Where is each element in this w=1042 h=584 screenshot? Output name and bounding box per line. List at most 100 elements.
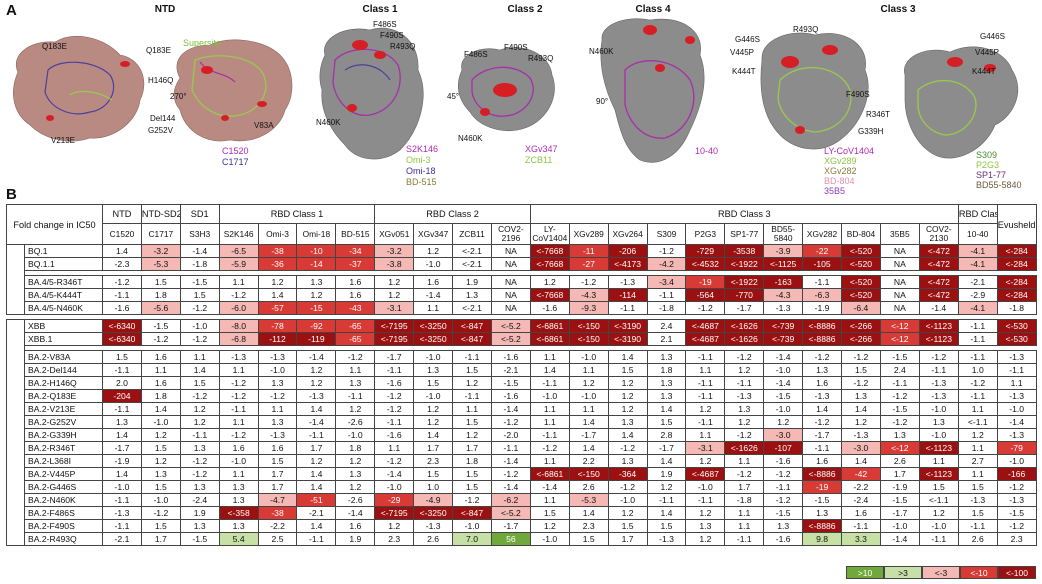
antibody-header: S3H3 — [179, 223, 220, 245]
value-cell: -1.0 — [335, 428, 376, 442]
value-cell: -3.1 — [374, 301, 415, 315]
value-cell: -1.2 — [763, 493, 804, 507]
value-cell: -114 — [607, 288, 648, 302]
value-cell: -1.1 — [802, 275, 842, 289]
group-header: RBD Class 4 — [957, 204, 998, 224]
value-cell: -1.0 — [452, 519, 492, 533]
value-cell: -1.4 — [996, 415, 1037, 429]
value-cell: -204 — [102, 389, 142, 403]
value-cell: -1.2 — [724, 350, 765, 364]
panel-a-letter: A — [6, 2, 17, 19]
value-cell: <-530 — [996, 332, 1037, 346]
value-cell: -1.3 — [646, 532, 687, 546]
value-cell: -1.2 — [179, 301, 220, 315]
value-cell: 1.7 — [724, 480, 765, 494]
value-cell: -1.4 — [490, 480, 531, 494]
value-cell: 2.6 — [957, 532, 998, 546]
ab-label: XGv289 — [824, 156, 857, 166]
value-cell: 2.4 — [879, 363, 920, 377]
value-cell: -1.3 — [102, 506, 142, 520]
value-cell: -5.3 — [568, 493, 609, 507]
value-cell: -1.4 — [335, 506, 376, 520]
value-cell: 1.3 — [841, 389, 881, 403]
antibody-header: XGv289 — [568, 223, 609, 245]
legend-item: >3 — [884, 566, 922, 579]
table-row: BA.4/5-R346T -1.2 1.5 -1.5 1.1 1.2 1.3 1.6 1.2 1.… — [7, 275, 1037, 289]
row-label: BA.2-N460K — [23, 493, 104, 507]
value-cell: 1.3 — [607, 415, 648, 429]
value-cell: -1.1 — [335, 389, 376, 403]
mut-label: R493Q — [528, 54, 554, 63]
value-cell: 9.8 — [802, 532, 842, 546]
value-cell: 1.4 — [841, 402, 881, 416]
value-cell: 1.8 — [452, 454, 492, 468]
value-cell: 1.3 — [218, 519, 259, 533]
value-cell: 1.9 — [179, 506, 220, 520]
value-cell: 1.7 — [879, 467, 920, 481]
value-cell: 1.6 — [335, 519, 376, 533]
value-cell: 1.2 — [529, 519, 570, 533]
value-cell: -1.1 — [957, 519, 998, 533]
value-cell: -1.4 — [179, 244, 220, 258]
value-cell: 2.1 — [646, 332, 687, 346]
value-cell: -1.0 — [179, 319, 220, 333]
value-cell: 1.3 — [218, 493, 259, 507]
value-cell: -3538 — [724, 244, 765, 258]
value-cell: -1.0 — [529, 532, 570, 546]
antibody-header: ZCB11 — [452, 223, 492, 245]
value-cell: -1.2 — [179, 467, 220, 481]
value-cell: -4.3 — [763, 288, 804, 302]
legend-item: <-10 — [960, 566, 998, 579]
mut-label: F486S — [464, 50, 488, 59]
value-cell: 1.5 — [918, 480, 959, 494]
value-cell: -78 — [257, 319, 298, 333]
value-cell: -1.4 — [529, 480, 570, 494]
antibody-header: XGv051 — [374, 223, 415, 245]
value-cell: 1.6 — [257, 441, 298, 455]
value-cell: 1.5 — [413, 376, 454, 390]
value-cell: <-150 — [568, 319, 609, 333]
value-cell: -4.2 — [646, 257, 687, 271]
value-cell: 2.6 — [413, 532, 454, 546]
value-cell: -1.6 — [374, 376, 415, 390]
value-cell: 1.2 — [452, 428, 492, 442]
value-cell: -1.2 — [179, 389, 220, 403]
value-cell: -1.3 — [296, 389, 337, 403]
table-row: BA.2-V83A 1.5 1.6 1.1 -1.3 -1.3 -1.4 -1.2 -1.7 -1… — [7, 350, 1037, 364]
value-cell: -6.3 — [802, 288, 842, 302]
value-cell: -1.3 — [918, 376, 959, 390]
value-cell: NA — [879, 275, 920, 289]
value-cell: 1.1 — [724, 506, 765, 520]
value-cell: -1.2 — [879, 415, 920, 429]
value-cell: -1.3 — [218, 350, 259, 364]
value-cell: <-1626 — [724, 319, 765, 333]
value-cell: <-1123 — [918, 332, 959, 346]
value-cell: <-847 — [452, 506, 492, 520]
value-cell: -105 — [802, 257, 842, 271]
antibody-header: S309 — [646, 223, 687, 245]
value-cell: <-1.1 — [957, 415, 998, 429]
value-cell: -3.4 — [646, 275, 687, 289]
value-cell: 2.2 — [568, 454, 609, 468]
value-cell: -36 — [257, 257, 298, 271]
antibody-header: XGv347 — [413, 223, 454, 245]
value-cell: 1.8 — [140, 288, 181, 302]
value-cell: NA — [490, 257, 531, 271]
value-cell: 1.1 — [957, 441, 998, 455]
antibody-header: 10-40 — [957, 223, 998, 245]
value-cell: <-847 — [452, 332, 492, 346]
antibody-header: Omi-3 — [257, 223, 298, 245]
group-header: SD1 — [179, 204, 220, 224]
value-cell: <-472 — [918, 257, 959, 271]
value-cell: 1.6 — [802, 376, 842, 390]
row-label: BA.2-V213E — [23, 402, 104, 416]
value-cell: 1.3 — [452, 288, 492, 302]
value-cell: -1.2 — [529, 441, 570, 455]
value-cell: -1.6 — [490, 350, 531, 364]
value-cell: 1.8 — [335, 441, 376, 455]
value-cell: <-6861 — [529, 467, 570, 481]
antibody-header: COV2-2130 — [918, 223, 959, 245]
value-cell: -42 — [841, 467, 881, 481]
value-cell: NA — [490, 288, 531, 302]
class1-title: Class 1 — [362, 4, 398, 15]
